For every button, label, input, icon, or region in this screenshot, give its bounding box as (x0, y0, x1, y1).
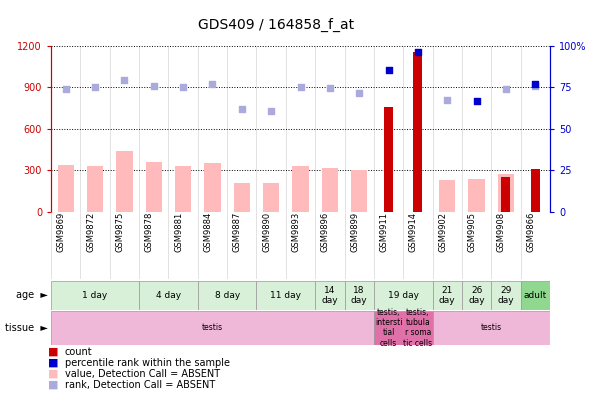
Text: GSM9896: GSM9896 (321, 212, 330, 252)
Point (120, 77, 129, 83)
Text: 29
day: 29 day (498, 286, 514, 305)
Bar (145, 162, 162, 212)
Point (355, 89, 364, 96)
Point (237, 106, 246, 112)
Text: testis: testis (202, 323, 223, 332)
Text: GSM9890: GSM9890 (262, 212, 271, 252)
Text: adult: adult (523, 291, 547, 300)
Text: rank, Detection Call = ABSENT: rank, Detection Call = ABSENT (65, 380, 215, 390)
Point (208, 81, 218, 88)
Bar (234, 183, 250, 212)
Point (325, 85, 335, 91)
Bar (293, 166, 308, 212)
Point (266, 107, 276, 114)
Bar (257, 281, 315, 310)
Bar (198, 281, 257, 310)
Bar (315, 281, 344, 310)
Text: ■: ■ (48, 358, 58, 368)
Text: GSM9878: GSM9878 (145, 212, 154, 252)
Text: GSM9869: GSM9869 (56, 212, 66, 252)
Point (501, 85, 511, 91)
Bar (351, 170, 367, 212)
Text: value, Detection Call = ABSENT: value, Detection Call = ABSENT (65, 369, 220, 379)
Bar (469, 179, 484, 212)
Text: GSM9872: GSM9872 (86, 212, 95, 252)
Bar (403, 311, 433, 345)
Text: GDS409 / 164858_f_at: GDS409 / 164858_f_at (198, 18, 355, 32)
Text: age  ►: age ► (16, 290, 48, 301)
Bar (51, 281, 139, 310)
Bar (439, 180, 456, 212)
Bar (87, 166, 103, 212)
Point (90, 84, 100, 90)
Text: GSM9893: GSM9893 (291, 212, 300, 252)
Bar (139, 281, 198, 310)
Bar (413, 52, 423, 212)
Text: 8 day: 8 day (215, 291, 240, 300)
Text: 26
day: 26 day (468, 286, 485, 305)
Bar (433, 311, 550, 345)
Bar (491, 281, 520, 310)
Bar (374, 281, 433, 310)
Text: GSM9875: GSM9875 (115, 212, 124, 252)
Point (442, 96, 452, 103)
Bar (263, 183, 279, 212)
Bar (175, 166, 191, 212)
Point (296, 84, 305, 90)
Text: 4 day: 4 day (156, 291, 181, 300)
Text: 18
day: 18 day (351, 286, 367, 305)
Bar (117, 151, 132, 212)
Bar (498, 174, 514, 212)
Text: testis,
tubula
r soma
tic cells: testis, tubula r soma tic cells (403, 308, 433, 348)
Text: GSM9881: GSM9881 (174, 212, 183, 252)
Text: count: count (65, 346, 93, 357)
Text: 19 day: 19 day (388, 291, 419, 300)
Text: testis,
intersti
tial
cells: testis, intersti tial cells (375, 308, 402, 348)
Bar (204, 163, 221, 212)
Text: GSM9914: GSM9914 (409, 212, 418, 252)
Bar (384, 107, 393, 212)
Point (61, 85, 70, 91)
Point (472, 98, 481, 104)
Point (178, 84, 188, 90)
Text: GSM9884: GSM9884 (204, 212, 213, 252)
Text: GSM9887: GSM9887 (233, 212, 242, 252)
Bar (51, 311, 374, 345)
Bar (531, 169, 540, 212)
Text: ■: ■ (48, 346, 58, 357)
Point (531, 81, 540, 88)
Text: 1 day: 1 day (82, 291, 108, 300)
Text: 11 day: 11 day (270, 291, 301, 300)
Text: GSM9908: GSM9908 (497, 212, 506, 252)
Text: ■: ■ (48, 380, 58, 390)
Text: 21
day: 21 day (439, 286, 456, 305)
Bar (344, 281, 374, 310)
Bar (501, 177, 510, 212)
Text: GSM9902: GSM9902 (438, 212, 447, 252)
Text: GSM9899: GSM9899 (350, 212, 359, 252)
Bar (322, 168, 338, 212)
Bar (374, 311, 403, 345)
Text: tissue  ►: tissue ► (5, 323, 48, 333)
Text: 14
day: 14 day (322, 286, 338, 305)
Bar (520, 281, 550, 310)
Bar (58, 165, 74, 212)
Text: GSM9905: GSM9905 (468, 212, 477, 252)
Bar (462, 281, 491, 310)
Text: ■: ■ (48, 369, 58, 379)
Text: GSM9911: GSM9911 (379, 212, 388, 252)
Point (413, 49, 423, 55)
Point (383, 67, 393, 74)
Point (531, 83, 540, 89)
Point (149, 83, 159, 89)
Text: percentile rank within the sample: percentile rank within the sample (65, 358, 230, 368)
Text: testis: testis (481, 323, 502, 332)
Text: GSM9866: GSM9866 (526, 212, 535, 252)
Bar (433, 281, 462, 310)
